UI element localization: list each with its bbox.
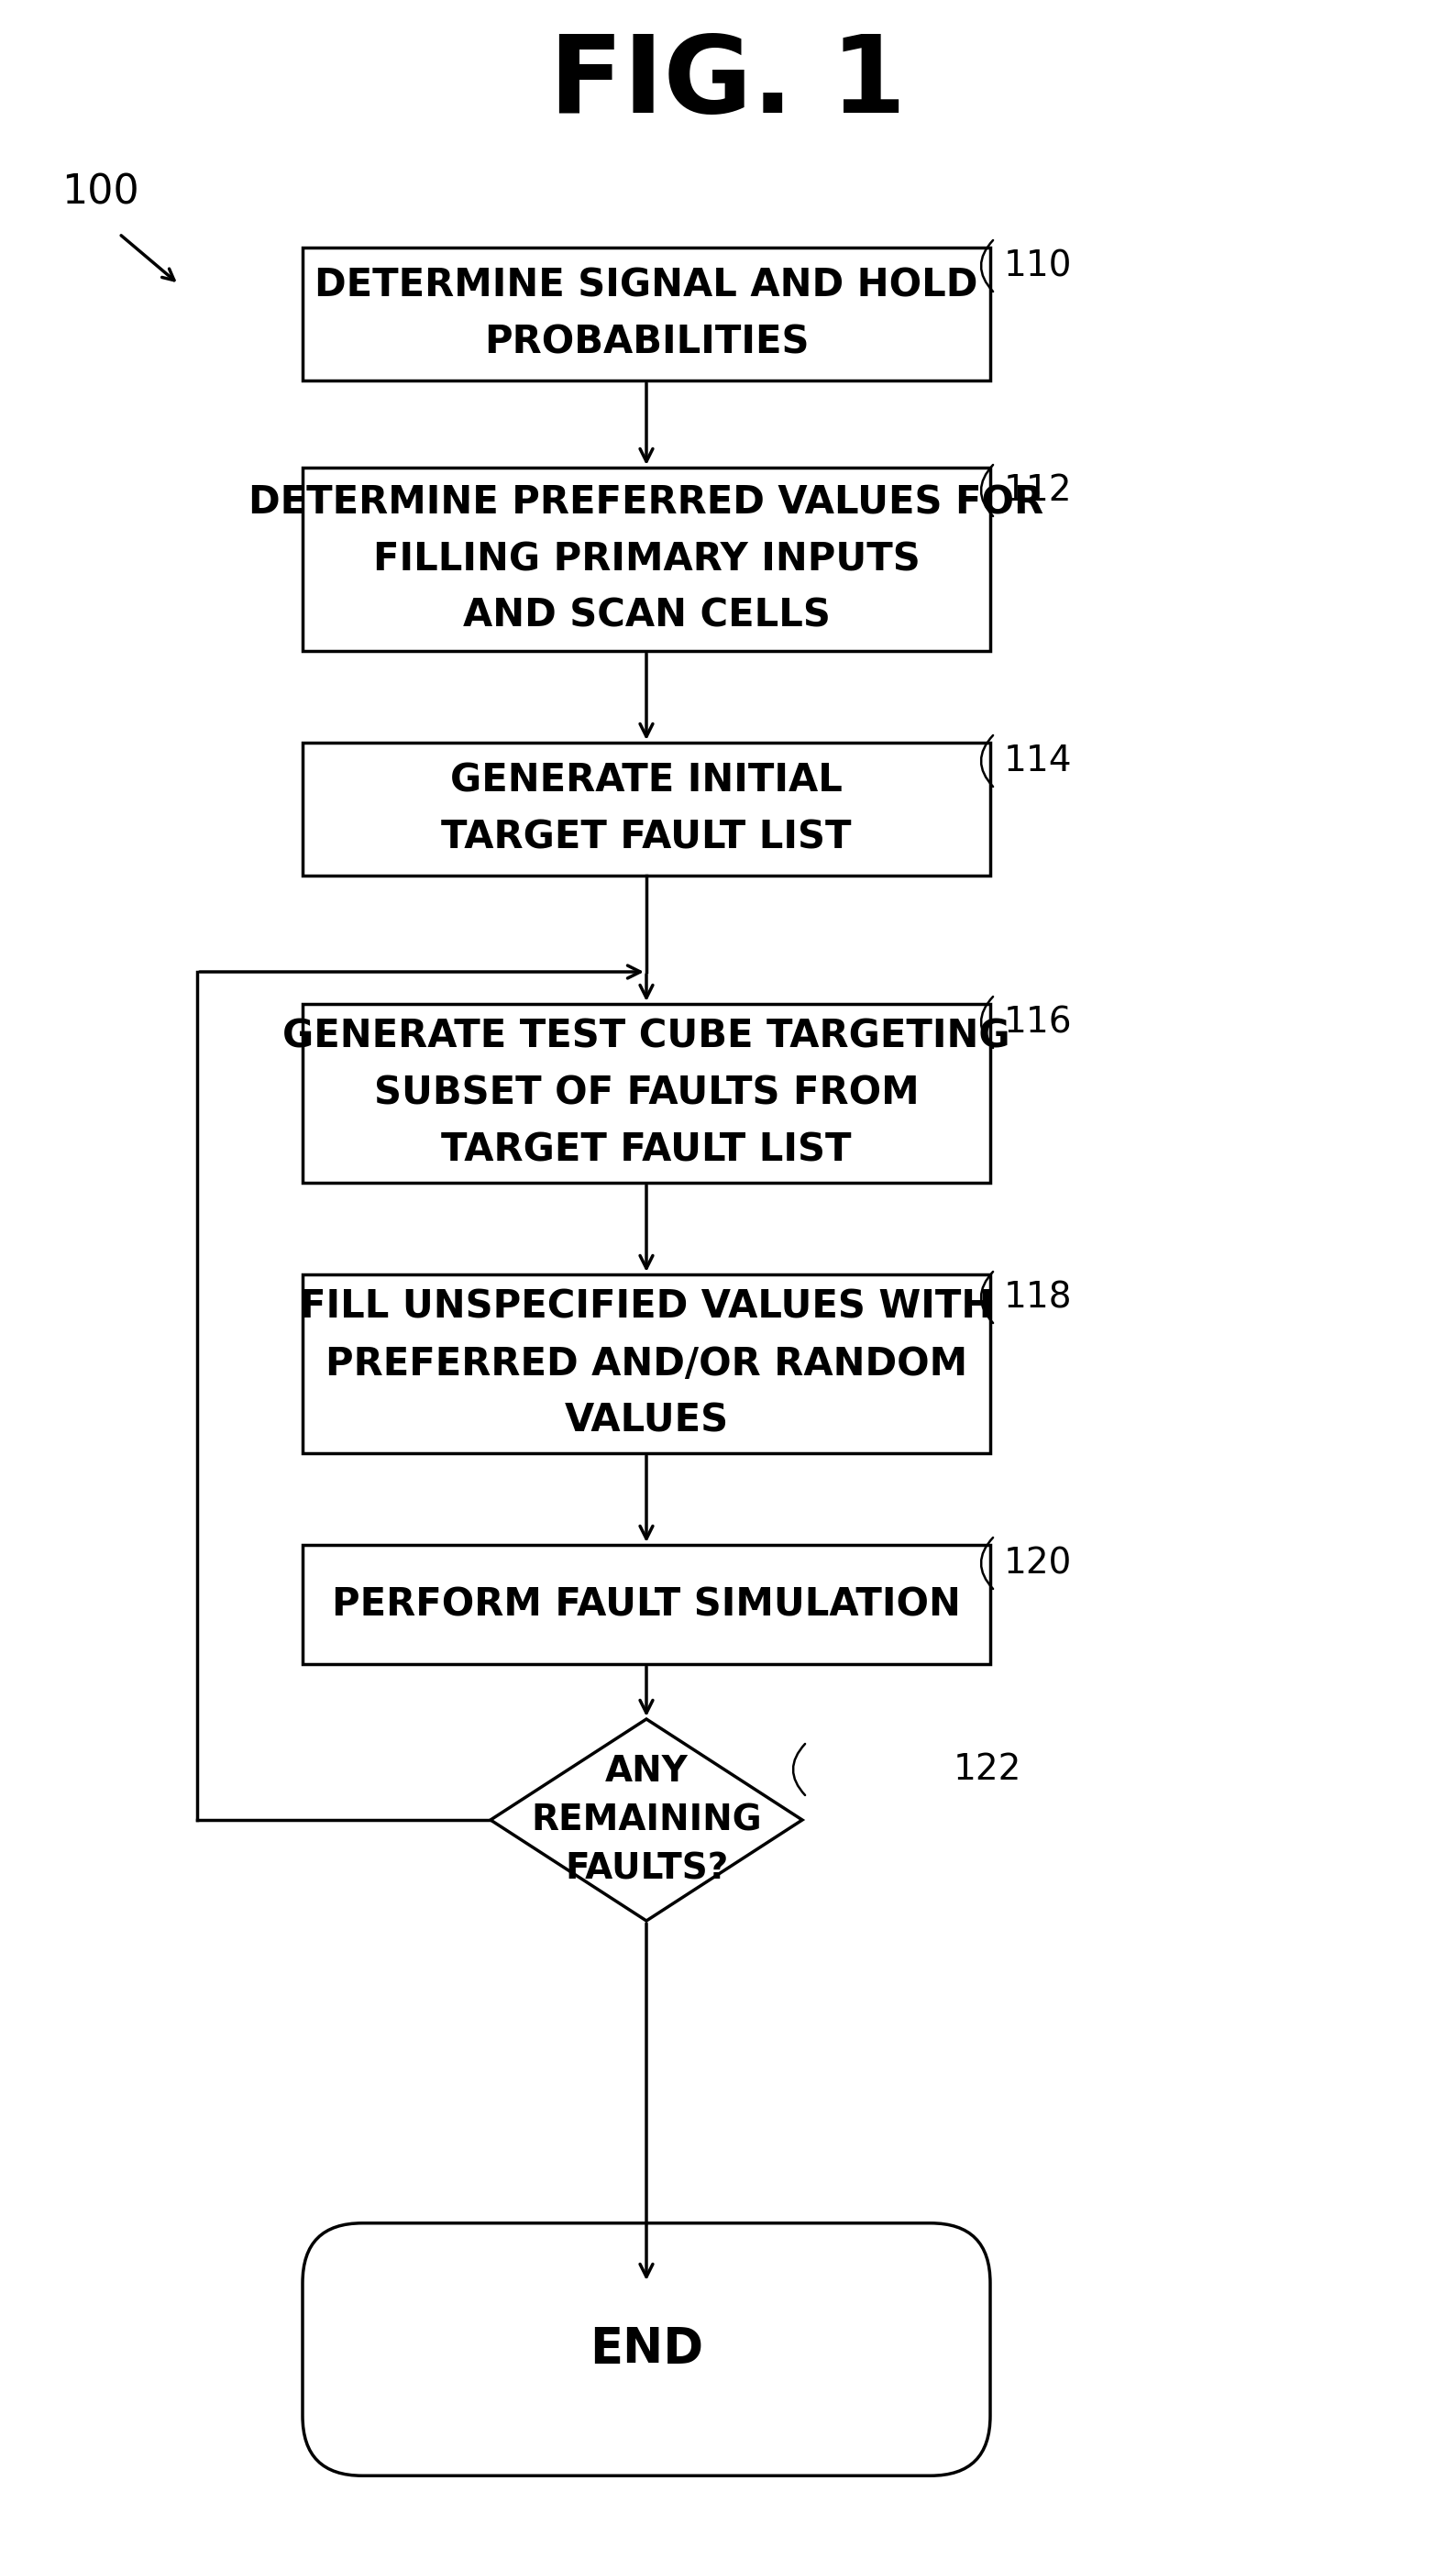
Text: END: END [590, 2325, 703, 2374]
Text: 112: 112 [1005, 473, 1072, 509]
Text: 118: 118 [1005, 1279, 1072, 1315]
FancyBboxPatch shape [303, 1274, 990, 1454]
Text: PERFORM FAULT SIMULATION: PERFORM FAULT SIMULATION [332, 1585, 961, 1624]
FancyBboxPatch shape [303, 247, 990, 380]
Text: 120: 120 [1005, 1547, 1072, 1580]
FancyBboxPatch shape [303, 1004, 990, 1182]
Text: DETERMINE SIGNAL AND HOLD
PROBABILITIES: DETERMINE SIGNAL AND HOLD PROBABILITIES [314, 267, 978, 362]
Text: 114: 114 [1005, 742, 1072, 778]
Text: DETERMINE PREFERRED VALUES FOR
FILLING PRIMARY INPUTS
AND SCAN CELLS: DETERMINE PREFERRED VALUES FOR FILLING P… [249, 483, 1044, 635]
Text: 122: 122 [954, 1752, 1022, 1788]
FancyBboxPatch shape [303, 742, 990, 876]
Text: ANY
REMAINING
FAULTS?: ANY REMAINING FAULTS? [531, 1755, 761, 1886]
Text: FIG. 1: FIG. 1 [549, 31, 907, 136]
Text: GENERATE TEST CUBE TARGETING
SUBSET OF FAULTS FROM
TARGET FAULT LIST: GENERATE TEST CUBE TARGETING SUBSET OF F… [282, 1017, 1010, 1169]
Polygon shape [491, 1719, 802, 1922]
FancyBboxPatch shape [303, 468, 990, 650]
FancyBboxPatch shape [303, 1544, 990, 1665]
Text: 110: 110 [1005, 249, 1072, 283]
Text: GENERATE INITIAL
TARGET FAULT LIST: GENERATE INITIAL TARGET FAULT LIST [441, 760, 852, 855]
Text: FILL UNSPECIFIED VALUES WITH
PREFERRED AND/OR RANDOM
VALUES: FILL UNSPECIFIED VALUES WITH PREFERRED A… [300, 1287, 993, 1439]
Text: 116: 116 [1005, 1004, 1073, 1040]
Text: 100: 100 [63, 172, 140, 213]
FancyBboxPatch shape [303, 2222, 990, 2477]
